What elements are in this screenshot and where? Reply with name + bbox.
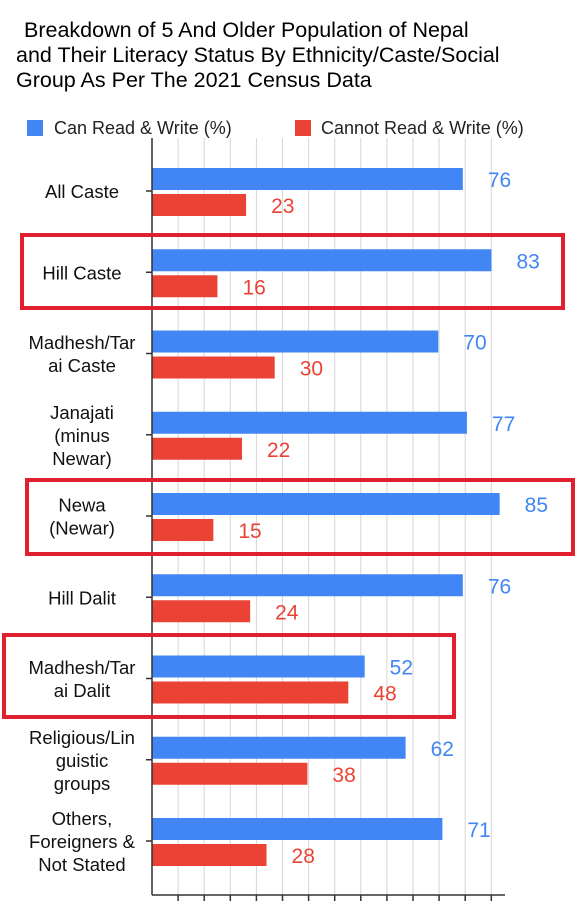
bar xyxy=(152,844,267,866)
highlight-box xyxy=(20,233,565,310)
data-label: 23 xyxy=(271,195,294,218)
highlight-boxes xyxy=(2,233,575,719)
data-label: 83 xyxy=(516,250,539,273)
bars xyxy=(152,168,500,866)
bar xyxy=(152,762,308,785)
bar xyxy=(152,493,500,515)
category-label: Hill Caste xyxy=(42,262,121,283)
category-label: Newar) xyxy=(52,448,112,469)
data-label: 85 xyxy=(525,494,548,517)
category-label: Religious/Lin xyxy=(29,727,135,748)
bar xyxy=(152,356,275,379)
legend-swatch xyxy=(27,120,43,136)
bar xyxy=(152,681,349,704)
bar xyxy=(152,330,439,353)
data-label: 76 xyxy=(488,169,511,192)
value-labels: 76 23 83 16 70 30 77 22 85 15 76 24 52 48 62 38 71 28 xyxy=(238,169,548,868)
data-label: 24 xyxy=(275,601,299,624)
bar xyxy=(152,168,463,190)
highlight-box xyxy=(25,478,575,556)
data-label: 28 xyxy=(292,845,315,868)
data-label: 52 xyxy=(390,657,413,680)
category-label: Not Stated xyxy=(38,854,125,875)
category-label: All Caste xyxy=(45,181,119,202)
bar xyxy=(152,655,365,678)
data-label: 71 xyxy=(467,819,490,842)
category-label: Others, xyxy=(52,808,113,829)
legend-label: Can Read & Write (%) xyxy=(54,118,232,138)
legend-swatch xyxy=(295,120,311,136)
legend: Can Read & Write (%) Cannot Read & Write … xyxy=(27,118,524,138)
data-label: 76 xyxy=(488,575,511,598)
data-label: 22 xyxy=(267,439,290,462)
highlight-box xyxy=(2,633,456,719)
data-label: 48 xyxy=(373,683,396,706)
data-label: 70 xyxy=(463,332,486,355)
category-label: Hill Dalit xyxy=(48,587,116,608)
category-label: (Newar) xyxy=(49,518,115,539)
category-label: ai Dalit xyxy=(54,680,111,701)
bar xyxy=(152,194,247,216)
data-label: 16 xyxy=(242,276,265,299)
category-label: ai Caste xyxy=(48,355,116,376)
chart-title-line-3: Group As Per The 2021 Census Data xyxy=(16,68,372,92)
category-label: guistic xyxy=(56,750,108,771)
data-label: 62 xyxy=(431,738,454,761)
category-label: Foreigners & xyxy=(29,831,136,852)
legend-label: Cannot Read & Write (%) xyxy=(321,118,524,138)
chart-title-line-1: Breakdown of 5 And Older Population of N… xyxy=(24,18,469,42)
category-label: Janajati xyxy=(50,402,114,423)
bar xyxy=(152,600,251,623)
chart-title-line-2: and Their Literacy Status By Ethnicity/C… xyxy=(16,43,500,67)
bar xyxy=(152,574,463,597)
category-label: Madhesh/Tar xyxy=(29,657,136,678)
category-label: Madhesh/Tar xyxy=(29,332,136,353)
data-label: 38 xyxy=(332,764,355,787)
data-label: 77 xyxy=(492,413,515,436)
bar xyxy=(152,437,242,460)
bar xyxy=(152,736,406,759)
data-label: 15 xyxy=(238,520,261,543)
bar xyxy=(152,275,218,298)
bar xyxy=(152,519,214,541)
bar xyxy=(152,411,467,434)
category-label: (minus xyxy=(54,425,110,446)
axis xyxy=(146,138,505,901)
category-label: groups xyxy=(54,773,111,794)
bar xyxy=(152,249,492,272)
category-label: Newa xyxy=(58,495,106,516)
chart-title: Breakdown of 5 And Older Population of N… xyxy=(16,18,581,93)
bar xyxy=(152,818,443,840)
data-label: 30 xyxy=(300,358,323,381)
